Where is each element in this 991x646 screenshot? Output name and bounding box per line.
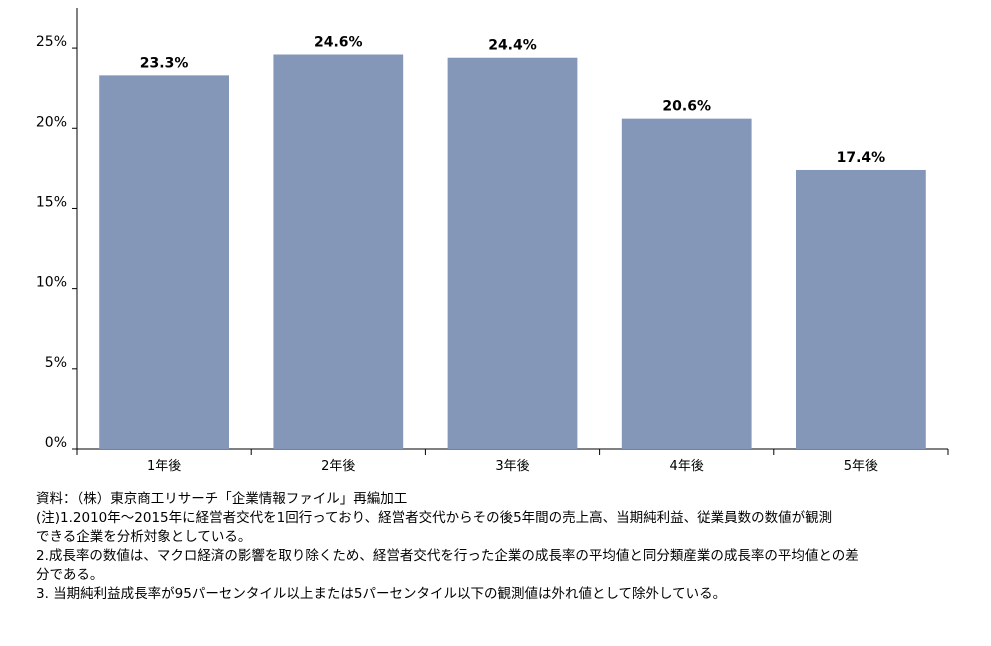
data-label: 24.6% <box>314 35 363 51</box>
x-tick-label: 2年後 <box>321 459 355 474</box>
note-2-line-1: 2.成長率の数値は、マクロ経済の影響を取り除くため、経営者交代を行った企業の成長… <box>36 548 859 564</box>
note-3: 3. 当期純利益成長率が95パーセンタイル以上または5パーセンタイル以下の観測値… <box>36 586 727 602</box>
y-tick-label: 10% <box>36 275 67 291</box>
x-tick-label: 4年後 <box>670 459 704 474</box>
bar-chart: 0% 5% 10% 15% 20% 25% 1年後 2年後 3年後 4年後 5年後 23.3% 24… <box>36 8 949 474</box>
source-note: 資料：（株）東京商工リサーチ「企業情報ファイル」再編加工 <box>36 491 408 507</box>
note-1-line-1: (注)1.2010年～2015年に経営者交代を1回行っており、経営者交代からその… <box>36 510 833 526</box>
bar <box>621 118 752 449</box>
bar <box>447 57 578 449</box>
y-tick-label: 15% <box>36 194 67 210</box>
y-tick-label: 0% <box>45 435 67 451</box>
bars <box>99 54 926 450</box>
note-2-line-2: 分である。 <box>36 567 104 583</box>
data-label: 23.3% <box>140 55 189 71</box>
chart-notes: 資料：（株）東京商工リサーチ「企業情報ファイル」再編加工 (注)1.2010年～… <box>36 490 976 604</box>
data-label: 24.4% <box>488 38 537 54</box>
data-label: 20.6% <box>662 99 711 115</box>
data-labels: 23.3% 24.6% 24.4% 20.6% 17.4% <box>140 35 885 166</box>
bar <box>796 169 926 449</box>
y-tick-label: 25% <box>36 34 67 50</box>
x-tick-label: 3年後 <box>495 459 529 474</box>
note-1-line-2: できる企業を分析対象としている。 <box>36 529 252 545</box>
bar <box>273 54 404 449</box>
x-tick-label: 5年後 <box>844 459 878 474</box>
data-label: 17.4% <box>837 150 886 166</box>
y-tick-label: 5% <box>45 355 67 371</box>
y-tick-label: 20% <box>36 114 67 130</box>
x-tick-label: 1年後 <box>147 459 181 474</box>
x-axis: 1年後 2年後 3年後 4年後 5年後 <box>76 448 949 474</box>
y-axis: 0% 5% 10% 15% 20% 25% <box>36 8 78 451</box>
bar <box>99 75 229 450</box>
